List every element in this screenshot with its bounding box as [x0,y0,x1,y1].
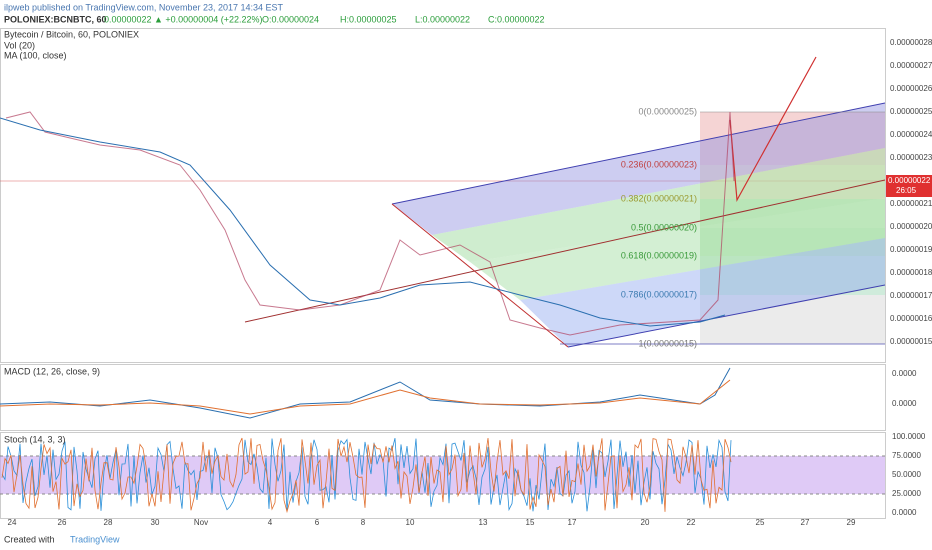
time-tick: 29 [847,518,856,527]
pitchfork-zone [470,198,885,300]
fib-label: 1(0.00000015) [638,338,697,348]
fib-label: 0.382(0.00000021) [621,193,697,203]
countdown: 26:05 [896,186,917,195]
fib-label: 0(0.00000025) [638,106,697,116]
time-tick: 15 [526,518,535,527]
close: C:0.00000022 [488,14,545,24]
symbol: POLONIEX:BCNBTC, 60 [4,14,107,24]
price-tick: 0.00000016 [890,314,932,323]
price [5,111,735,336]
low: L:0.00000022 [415,14,470,24]
fib-label: 0.618(0.00000019) [621,250,697,260]
time-tick: 8 [361,518,366,527]
moving-average [0,117,726,327]
open: O:0.00000024 [262,14,319,24]
price-tick: 0.00000021 [890,199,932,208]
stoch-tick: 0.0000 [892,508,917,517]
last-price: 0.00000022 [104,14,152,24]
macd-tick: 0.0000 [892,399,917,408]
pitchfork-handle [391,203,569,348]
time-tick: 28 [104,518,113,527]
time-tick: 27 [801,518,810,527]
price-badge [886,175,932,197]
stoch-tick: 75.0000 [892,451,921,460]
median-line [244,179,886,323]
pitchfork-line [567,284,886,348]
pane-title: Stoch (14, 3, 3) [4,434,66,444]
time-tick: Nov [194,518,208,527]
current-price: 0.00000022 [888,176,931,185]
main-pane [0,28,886,363]
price-tick: 0.00000018 [890,268,932,277]
time-tick: 17 [568,518,577,527]
macd-line [0,367,731,419]
price-tick: 0.00000023 [890,153,932,162]
pitchfork-zone [392,103,885,235]
fib-label: 0.786(0.00000017) [621,289,697,299]
stoch-lines [1,437,732,514]
time-tick: 30 [151,518,160,527]
time-tick: 25 [756,518,765,527]
time-tick: 20 [641,518,650,527]
time-tick: 4 [268,518,273,527]
indicator-label: Vol (20) [4,40,35,50]
macd-pane [0,364,886,431]
stoch-tick: 25.0000 [892,489,921,498]
stoch-line [1,438,732,512]
footer-brand: TradingView [70,534,120,544]
stoch-line [1,437,732,514]
indicator-label: MA (100, close) [4,50,67,60]
high: H:0.00000025 [340,14,397,24]
time-tick: 6 [315,518,320,527]
price-tick: 0.00000027 [890,61,932,70]
pitchfork-zone [432,148,885,262]
price-tick: 0.00000017 [890,291,932,300]
time-tick: 26 [58,518,67,527]
pane-title: MACD (12, 26, close, 9) [4,366,100,376]
price-tick: 0.00000025 [890,107,932,116]
fib-label: 0.236(0.00000023) [621,159,697,169]
stoch-tick: 50.0000 [892,470,921,479]
price-tick: 0.00000024 [890,130,932,139]
time-tick: 22 [687,518,696,527]
time-tick: 24 [8,518,17,527]
fib-label: 0.5(0.00000020) [631,222,697,232]
macd-tick: 0.0000 [892,369,917,378]
pane-title: Bytecoin / Bitcoin, 60, POLONIEX [4,29,139,39]
footer-text: Created with [4,534,55,544]
price-tick: 0.00000020 [890,222,932,231]
time-tick: 13 [479,518,488,527]
time-tick: 10 [406,518,415,527]
stoch-tick: 100.0000 [892,432,926,441]
price-tick: 0.00000019 [890,245,932,254]
price-tick: 0.00000028 [890,38,932,47]
publisher: ilpweb published on TradingView.com, Nov… [4,2,284,12]
pitchfork-line [391,102,886,205]
price-tick: 0.00000026 [890,84,932,93]
change: ▲ +0.00000004 (+22.22%) [154,14,263,24]
price-tick: 0.00000015 [890,337,932,346]
signal-line [0,379,731,415]
